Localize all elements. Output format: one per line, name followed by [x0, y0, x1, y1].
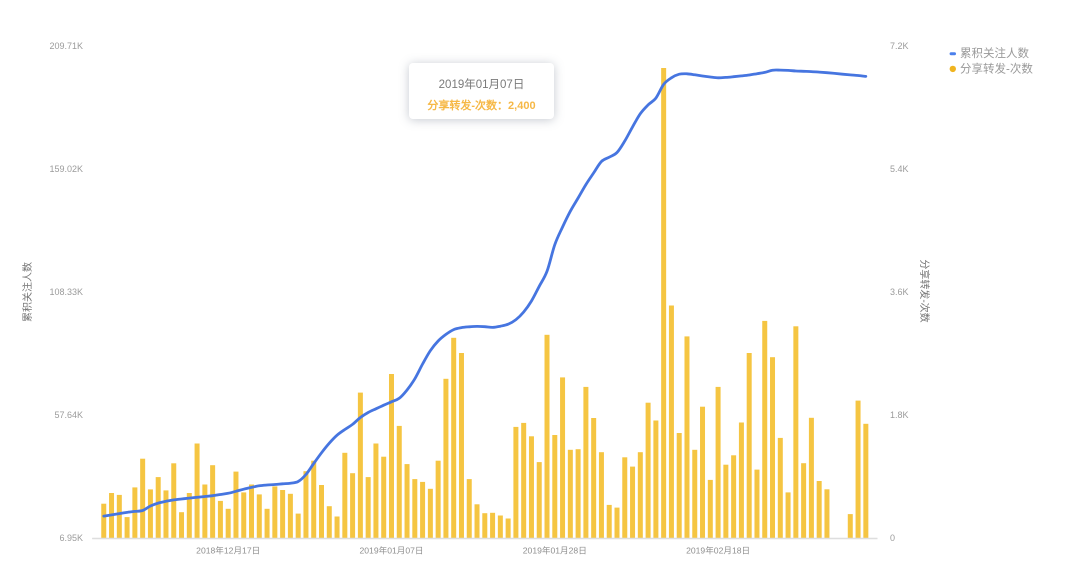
svg-text:159.02K: 159.02K [49, 164, 83, 174]
svg-text:57.64K: 57.64K [54, 410, 83, 420]
svg-text:2019年01月07日: 2019年01月07日 [359, 545, 423, 556]
svg-text:0: 0 [890, 533, 895, 543]
svg-text:2019年02月18日: 2019年02月18日 [686, 545, 750, 556]
svg-text:2018年12月17日: 2018年12月17日 [196, 545, 260, 556]
svg-text:1.8K: 1.8K [890, 410, 909, 420]
svg-text:累积关注人数: 累积关注人数 [960, 46, 1029, 60]
svg-text:分享转发-次数: 分享转发-次数 [918, 259, 931, 322]
svg-text:2019年01月28日: 2019年01月28日 [523, 545, 587, 556]
svg-text:209.71K: 209.71K [49, 41, 83, 51]
svg-text:分享转发-次数: 分享转发-次数 [960, 62, 1033, 76]
svg-text:3.6K: 3.6K [890, 287, 909, 297]
svg-text:108.33K: 108.33K [49, 287, 83, 297]
svg-text:累积关注人数: 累积关注人数 [21, 262, 34, 322]
svg-text:5.4K: 5.4K [890, 164, 909, 174]
svg-text:6.95K: 6.95K [59, 533, 83, 543]
svg-text:7.2K: 7.2K [890, 41, 909, 51]
